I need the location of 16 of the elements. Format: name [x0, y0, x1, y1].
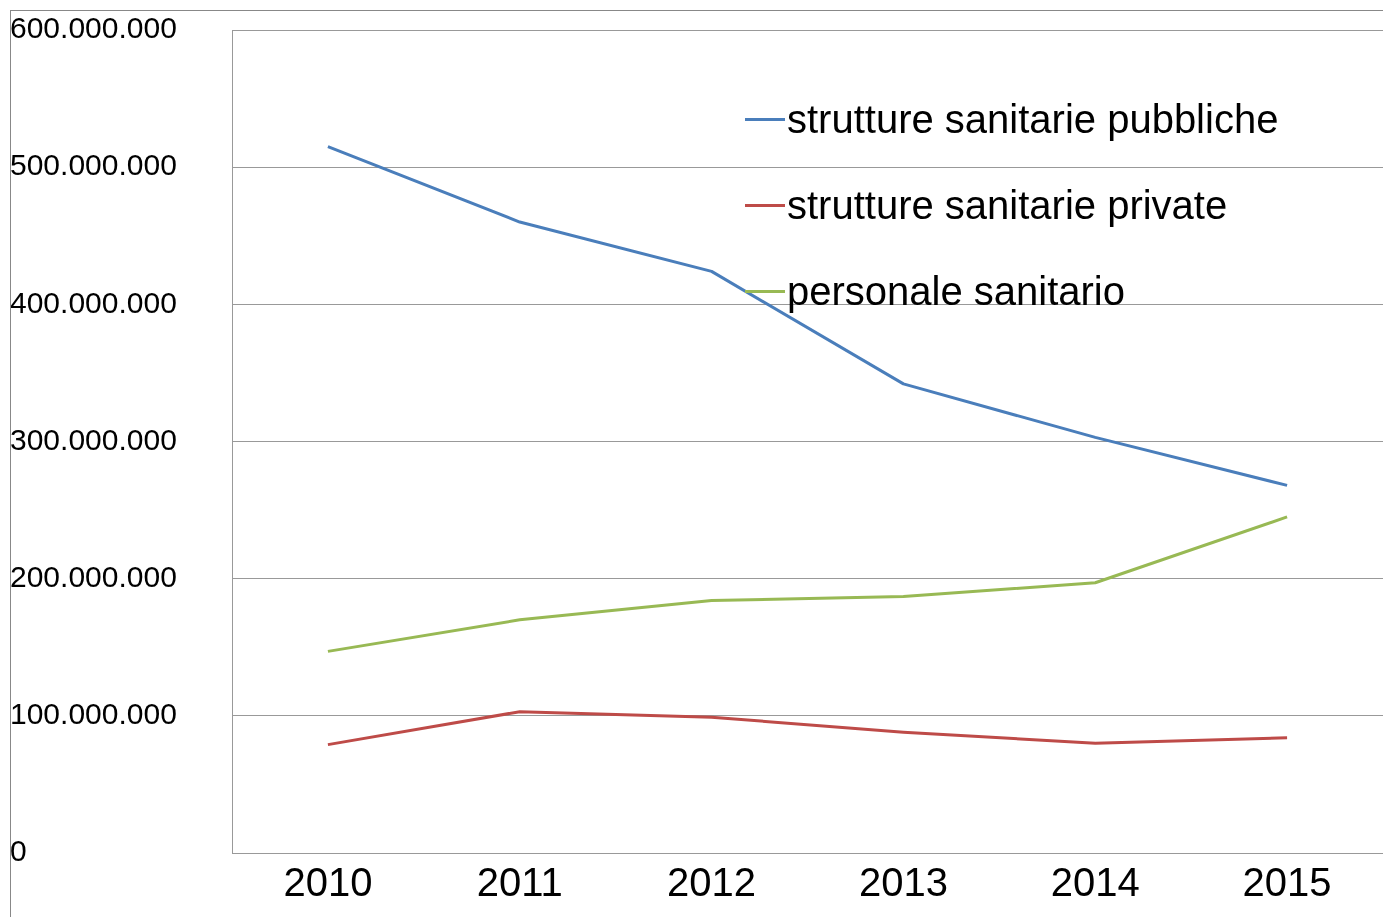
x-tick-label: 2011 — [476, 860, 563, 905]
x-tick-label: 2015 — [1242, 860, 1332, 905]
x-tick-label: 2012 — [667, 860, 757, 905]
y-tick-label: 200.000.000 — [10, 559, 177, 593]
y-tick-label: 600.000.000 — [10, 11, 177, 45]
x-tick-label: 2014 — [1050, 860, 1140, 905]
y-tick-label: 300.000.000 — [10, 422, 177, 456]
x-tick-label: 2010 — [283, 860, 373, 905]
y-tick-label: 400.000.000 — [10, 285, 177, 319]
legend-label: strutture sanitarie private — [787, 182, 1228, 228]
x-tick-label: 2013 — [858, 860, 948, 905]
y-tick-label: 100.000.000 — [10, 697, 177, 731]
y-tick-label: 500.000.000 — [10, 148, 177, 182]
legend-label: personale sanitario — [787, 268, 1125, 314]
y-tick-label: 0 — [10, 834, 27, 868]
legend-label: strutture sanitarie pubbliche — [787, 96, 1279, 142]
